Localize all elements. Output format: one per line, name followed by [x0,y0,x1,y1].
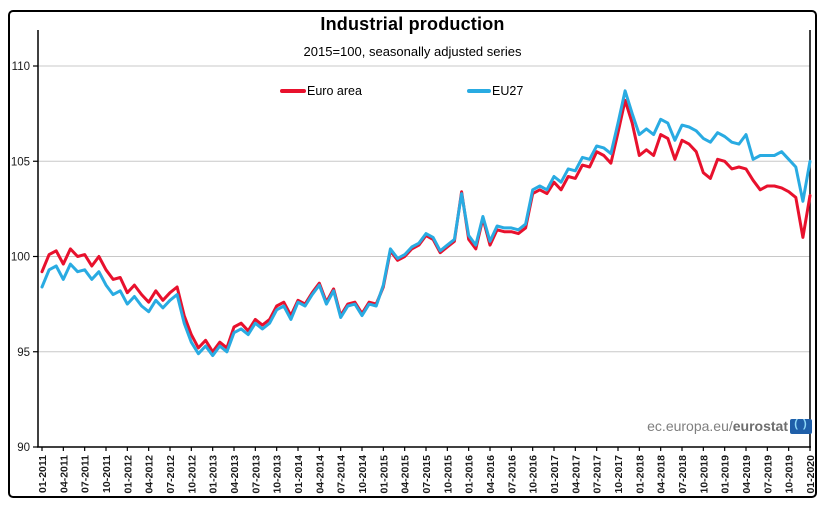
x-tick-label-01-2012: 01-2012 [122,455,134,494]
x-tick-label-07-2014: 07-2014 [336,455,348,494]
x-tick-label-01-2014: 01-2014 [293,455,305,494]
x-tick-label-07-2012: 07-2012 [165,455,177,494]
x-tick-label-04-2019: 04-2019 [741,455,753,494]
legend-item-eu27: EU27 [467,84,523,98]
x-tick-label-07-2016: 07-2016 [506,455,518,494]
x-tick-label-10-2017: 10-2017 [613,455,625,494]
x-tick-label-01-2016: 01-2016 [464,455,476,494]
x-tick-label-04-2016: 04-2016 [485,455,497,494]
x-tick-label-04-2015: 04-2015 [400,455,412,494]
x-tick-label-07-2019: 07-2019 [762,455,774,494]
x-tick-label-04-2017: 04-2017 [570,455,582,494]
x-tick-label-01-2019: 01-2019 [720,455,732,494]
eu27-line-swatch [467,89,491,93]
chart-subtitle: 2015=100, seasonally adjusted series [303,44,522,59]
x-tick-label-04-2012: 04-2012 [144,455,156,494]
chart-border-frame [8,10,817,498]
legend-label-euro-area: Euro area [307,84,362,98]
x-tick-label-07-2015: 07-2015 [421,455,433,494]
euro-area-line-swatch [280,89,306,93]
x-tick-label-01-2020: 01-2020 [805,455,817,494]
legend-label-eu27: EU27 [492,84,524,98]
x-tick-label-01-2013: 01-2013 [208,455,220,494]
series-line-euro-area [40,98,812,354]
x-tick-label-01-2011: 01-2011 [37,455,49,493]
x-tick-label-10-2016: 10-2016 [528,455,540,494]
series-line-eu27 [40,89,812,358]
x-tick-label-10-2014: 10-2014 [357,455,369,494]
x-tick-label-10-2011: 10-2011 [101,455,113,493]
legend-item-euro-area: Euro area [280,84,362,98]
x-tick-label-10-2019: 10-2019 [784,455,796,494]
x-tick-label-04-2018: 04-2018 [656,455,668,494]
x-tick-label-07-2018: 07-2018 [677,455,689,494]
x-tick-label-01-2017: 01-2017 [549,455,561,494]
x-tick-label-10-2012: 10-2012 [186,455,198,494]
watermark: ec.europa.eu/eurostat ( ) [647,417,812,435]
x-tick-label-01-2018: 01-2018 [634,455,646,494]
x-tick-label-01-2015: 01-2015 [378,455,390,494]
y-tick-label-110: 110 [12,61,30,73]
y-tick-label-95: 95 [17,347,30,359]
x-tick-label-07-2017: 07-2017 [592,455,604,494]
x-tick-label-04-2014: 04-2014 [314,455,326,494]
y-tick-label-90: 90 [17,442,30,454]
y-tick-label-105: 105 [11,156,30,168]
x-tick-label-07-2011: 07-2011 [80,455,92,493]
y-tick-label-100: 100 [11,252,30,264]
x-tick-label-10-2018: 10-2018 [698,455,710,494]
chart-title: Industrial production [320,14,505,34]
x-tick-label-10-2015: 10-2015 [442,455,454,494]
x-tick-label-04-2011: 04-2011 [58,455,70,493]
x-tick-label-10-2013: 10-2013 [272,455,284,494]
x-tick-label-07-2013: 07-2013 [250,455,262,494]
x-tick-label-04-2013: 04-2013 [229,455,241,494]
eurostat-logo-icon: ( ) [790,418,812,434]
watermark-text: ec.europa.eu/eurostat [647,418,788,434]
